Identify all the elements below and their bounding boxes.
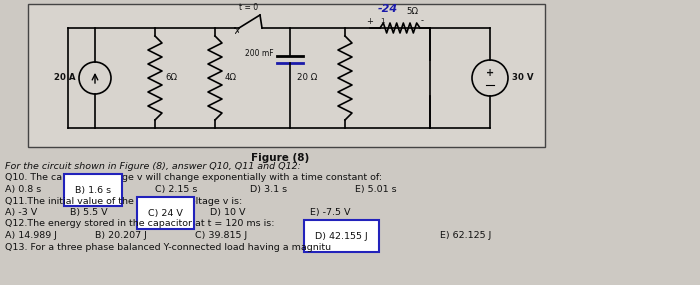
Text: Q12.The energy stored in the capacitor at t = 120 ms is:: Q12.The energy stored in the capacitor a…: [5, 219, 274, 229]
Text: C) 39.815 J: C) 39.815 J: [195, 231, 247, 240]
Text: ✗: ✗: [234, 27, 241, 36]
Text: t = 0: t = 0: [239, 3, 258, 12]
Text: Q11.The initial value of the capacitor voltage v is:: Q11.The initial value of the capacitor v…: [5, 196, 242, 205]
Text: D) 10 V: D) 10 V: [210, 208, 246, 217]
Text: B) 1.6 s: B) 1.6 s: [75, 186, 111, 195]
Text: E) 5.01 s: E) 5.01 s: [355, 185, 397, 194]
Text: B) 5.5 V: B) 5.5 V: [70, 208, 108, 217]
Text: 1: 1: [379, 18, 384, 24]
Text: +: +: [367, 17, 373, 25]
Text: Q13. For a three phase balanced Y-connected load having a magnitu: Q13. For a three phase balanced Y-connec…: [5, 243, 331, 251]
Text: 20 A: 20 A: [53, 74, 75, 82]
Text: C) 2.15 s: C) 2.15 s: [155, 185, 197, 194]
Text: 20 Ω: 20 Ω: [297, 74, 317, 82]
Text: 6Ω: 6Ω: [165, 74, 177, 82]
Text: C) 24 V: C) 24 V: [148, 209, 183, 218]
Text: 200 mF: 200 mF: [246, 48, 274, 58]
Text: 5Ω: 5Ω: [406, 7, 418, 17]
Text: For the circuit shown in Figure (8), answer Q10, Q11 and Q12:: For the circuit shown in Figure (8), ans…: [5, 162, 301, 171]
Text: E) 62.125 J: E) 62.125 J: [440, 231, 491, 240]
Text: -: -: [421, 17, 424, 25]
Text: 30 V: 30 V: [512, 74, 533, 82]
Text: D) 3.1 s: D) 3.1 s: [250, 185, 287, 194]
Text: -24: -24: [378, 4, 398, 14]
Text: 4Ω: 4Ω: [225, 74, 237, 82]
Text: A) 0.8 s: A) 0.8 s: [5, 185, 41, 194]
Text: B) 20.207 J: B) 20.207 J: [95, 231, 147, 240]
FancyBboxPatch shape: [28, 4, 545, 147]
Text: D) 42.155 J: D) 42.155 J: [315, 232, 368, 241]
Text: E) -7.5 V: E) -7.5 V: [310, 208, 351, 217]
Text: Q10. The capacitor voltage v will change exponentially with a time constant of:: Q10. The capacitor voltage v will change…: [5, 174, 382, 182]
Text: +: +: [486, 68, 494, 78]
Text: Figure (8): Figure (8): [251, 153, 309, 163]
Text: A) 14.989 J: A) 14.989 J: [5, 231, 57, 240]
Text: A) -3 V: A) -3 V: [5, 208, 37, 217]
